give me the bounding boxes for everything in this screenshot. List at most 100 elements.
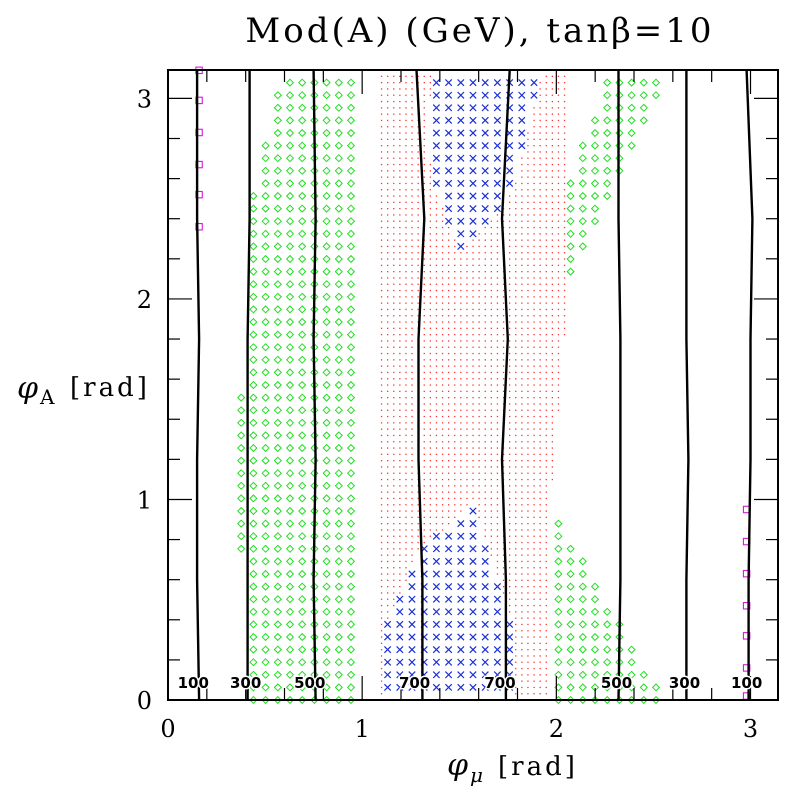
dot-marker	[393, 315, 395, 317]
cross-marker	[493, 129, 502, 137]
dot-marker	[496, 466, 499, 468]
diamond-marker	[322, 103, 331, 112]
dot-marker	[502, 296, 505, 298]
cross-marker	[518, 104, 526, 112]
dot-marker	[460, 472, 462, 474]
dot-marker	[466, 378, 468, 380]
dot-marker	[539, 667, 541, 670]
dot-marker	[496, 378, 499, 380]
dot-marker	[460, 258, 462, 260]
cross-marker	[469, 230, 477, 238]
dot-marker	[521, 535, 523, 537]
dot-marker	[423, 371, 425, 374]
dot-marker	[533, 214, 535, 216]
cross-marker	[444, 91, 453, 99]
dot-marker	[527, 415, 529, 418]
dot-marker	[490, 541, 492, 544]
dot-marker	[533, 617, 535, 619]
dot-marker	[393, 82, 395, 84]
diamond-marker	[249, 242, 258, 251]
contour-line	[745, 69, 754, 700]
diamond-marker	[285, 254, 295, 264]
dot-marker	[423, 478, 425, 481]
dot-marker	[508, 334, 511, 336]
dot-marker	[405, 384, 407, 386]
dot-marker	[533, 415, 535, 418]
dot-marker	[423, 151, 425, 153]
diamond-marker	[298, 695, 307, 705]
dot-marker	[533, 497, 535, 500]
cross-marker	[457, 608, 465, 616]
dot-marker	[405, 82, 407, 84]
diamond-marker	[346, 267, 356, 276]
dot-marker	[551, 201, 553, 204]
dot-marker	[429, 352, 431, 355]
dot-marker	[551, 277, 553, 279]
dot-marker	[490, 271, 492, 273]
dot-marker	[521, 529, 523, 531]
dot-marker	[496, 321, 499, 323]
dot-marker	[545, 604, 547, 607]
dot-marker	[478, 327, 480, 330]
diamond-marker	[249, 330, 258, 339]
dot-marker	[386, 397, 389, 399]
dot-marker	[393, 107, 395, 109]
diamond-marker	[590, 670, 600, 679]
diamond-marker	[298, 481, 307, 490]
diamond-marker	[334, 557, 343, 566]
dot-marker	[386, 245, 389, 248]
diamond-marker	[566, 242, 575, 251]
dot-marker	[405, 560, 407, 563]
dot-marker	[405, 245, 407, 248]
dot-marker	[405, 441, 407, 443]
diamond-marker	[261, 154, 270, 163]
diamond-marker	[249, 343, 258, 352]
diamond-marker	[261, 292, 270, 301]
dot-marker	[411, 75, 413, 78]
dot-marker	[411, 409, 413, 411]
diamond-marker	[590, 620, 600, 629]
diamond-marker	[273, 267, 282, 276]
dot-marker	[521, 352, 523, 355]
dot-marker	[380, 504, 383, 506]
dot-marker	[454, 478, 456, 481]
diamond-marker	[273, 292, 282, 301]
dot-marker	[496, 535, 499, 537]
dot-marker	[521, 686, 523, 689]
dot-marker	[490, 478, 492, 481]
dot-marker	[380, 428, 383, 430]
cross-marker	[396, 620, 404, 629]
dot-marker	[429, 201, 431, 204]
dot-marker	[454, 460, 456, 462]
dot-marker	[545, 428, 547, 430]
dot-marker	[490, 472, 492, 474]
dot-marker	[405, 378, 407, 380]
dot-marker	[496, 239, 499, 241]
dot-marker	[515, 252, 517, 254]
dot-marker	[380, 321, 383, 323]
dot-marker	[435, 352, 438, 355]
dot-marker	[441, 302, 444, 304]
diamond-marker	[237, 393, 246, 402]
diamond-marker	[627, 103, 636, 112]
dot-marker	[521, 371, 523, 374]
dot-marker	[490, 497, 492, 500]
dot-marker	[411, 352, 413, 355]
dot-marker	[539, 289, 541, 292]
diamond-marker	[334, 393, 343, 402]
dot-marker	[557, 119, 560, 122]
cross-marker	[493, 154, 502, 162]
dot-marker	[545, 516, 547, 519]
dot-marker	[472, 384, 474, 386]
dot-marker	[502, 371, 505, 374]
dot-marker	[411, 302, 413, 304]
cross-marker	[469, 78, 477, 87]
diamond-marker	[273, 368, 282, 377]
dot-marker	[380, 541, 383, 544]
dot-marker	[563, 201, 566, 204]
dot-marker	[539, 352, 541, 355]
dot-marker	[386, 491, 389, 493]
dot-marker	[380, 447, 383, 449]
dot-marker	[466, 409, 468, 411]
